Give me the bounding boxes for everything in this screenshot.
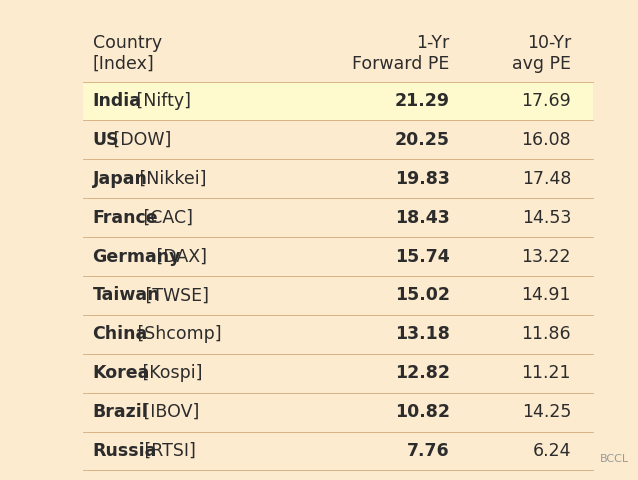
Text: 12.82: 12.82 (395, 364, 450, 382)
Text: [DOW]: [DOW] (108, 131, 172, 149)
Text: 10.82: 10.82 (395, 403, 450, 421)
FancyBboxPatch shape (83, 315, 593, 354)
Text: Russia: Russia (93, 442, 157, 460)
FancyBboxPatch shape (83, 432, 593, 470)
Text: 18.43: 18.43 (395, 209, 450, 227)
Text: France: France (93, 209, 158, 227)
Text: Brazil: Brazil (93, 403, 148, 421)
Text: [Shcomp]: [Shcomp] (132, 325, 221, 343)
Text: [RTSI]: [RTSI] (139, 442, 196, 460)
Text: 6.24: 6.24 (533, 442, 571, 460)
Text: 13.18: 13.18 (395, 325, 450, 343)
Text: avg PE: avg PE (512, 55, 571, 73)
Text: 11.21: 11.21 (521, 364, 571, 382)
Text: China: China (93, 325, 148, 343)
Text: Japan: Japan (93, 170, 147, 188)
Text: Germany: Germany (93, 248, 181, 265)
FancyBboxPatch shape (83, 276, 593, 315)
Text: 14.25: 14.25 (522, 403, 571, 421)
FancyBboxPatch shape (83, 237, 593, 276)
Text: 15.02: 15.02 (395, 287, 450, 304)
FancyBboxPatch shape (83, 82, 593, 120)
Text: [DAX]: [DAX] (151, 248, 207, 265)
Text: 14.91: 14.91 (521, 287, 571, 304)
FancyBboxPatch shape (83, 159, 593, 198)
Text: [Kospi]: [Kospi] (137, 364, 203, 382)
Text: 16.08: 16.08 (521, 131, 571, 149)
FancyBboxPatch shape (83, 198, 593, 237)
Text: 21.29: 21.29 (395, 92, 450, 110)
Text: 17.48: 17.48 (522, 170, 571, 188)
FancyBboxPatch shape (83, 393, 593, 432)
Text: 7.76: 7.76 (407, 442, 450, 460)
Text: Forward PE: Forward PE (352, 55, 450, 73)
FancyBboxPatch shape (83, 120, 593, 159)
Text: [Nifty]: [Nifty] (131, 92, 191, 110)
Text: [IBOV]: [IBOV] (138, 403, 200, 421)
Text: 20.25: 20.25 (395, 131, 450, 149)
Text: [CAC]: [CAC] (138, 209, 193, 227)
Text: 13.22: 13.22 (521, 248, 571, 265)
Text: 19.83: 19.83 (395, 170, 450, 188)
Text: 11.86: 11.86 (521, 325, 571, 343)
Text: Korea: Korea (93, 364, 150, 382)
Text: [TWSE]: [TWSE] (140, 287, 209, 304)
Text: BCCL: BCCL (600, 454, 629, 464)
Text: US: US (93, 131, 119, 149)
Text: 14.53: 14.53 (522, 209, 571, 227)
Text: 17.69: 17.69 (521, 92, 571, 110)
Text: [Nikkei]: [Nikkei] (134, 170, 207, 188)
FancyBboxPatch shape (83, 354, 593, 393)
Text: 1-Yr: 1-Yr (417, 34, 450, 52)
Text: Country: Country (93, 34, 161, 52)
Text: 10-Yr: 10-Yr (527, 34, 571, 52)
Text: [Index]: [Index] (93, 55, 154, 73)
Text: India: India (93, 92, 142, 110)
Text: Taiwan: Taiwan (93, 287, 160, 304)
Text: 15.74: 15.74 (395, 248, 450, 265)
